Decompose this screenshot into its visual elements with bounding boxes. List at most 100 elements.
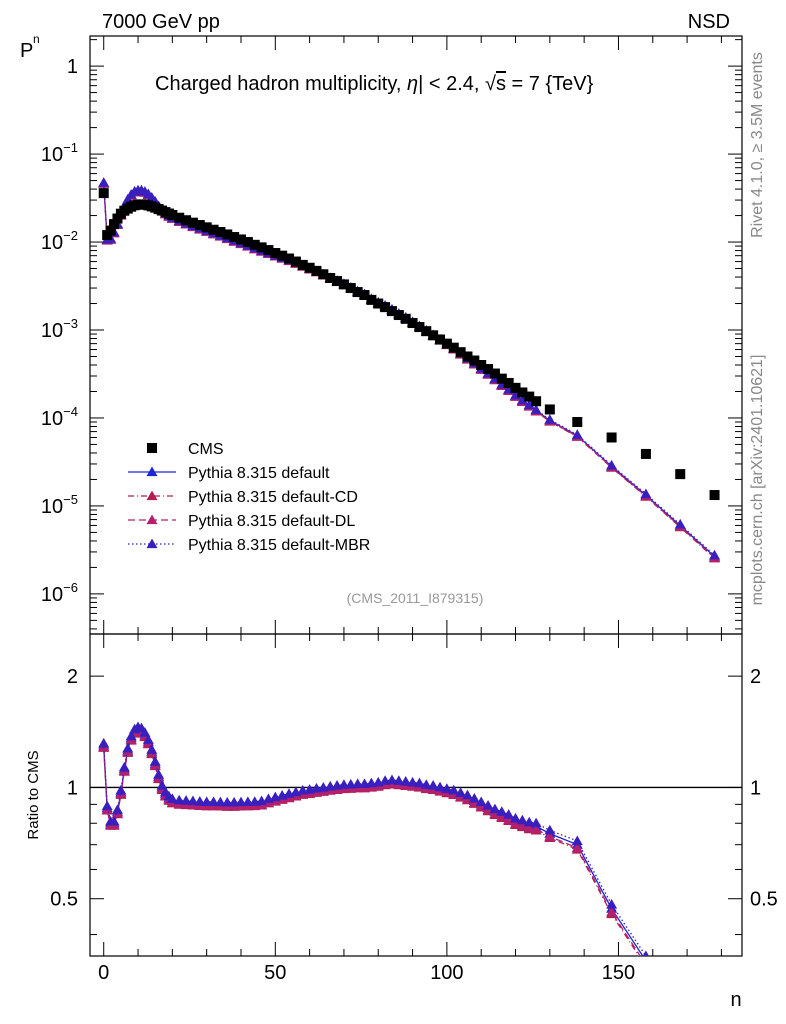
mc-point-ratio — [98, 737, 110, 748]
mc-point-ratio — [516, 814, 528, 825]
legend-label: CMS — [188, 441, 224, 458]
main-y-axis: 1 10−1 10−2 10−3 10−4 10−5 10−6 — [41, 39, 742, 630]
main-y-tick-label: 10−4 — [41, 404, 78, 430]
mc-point-ratio — [156, 780, 168, 790]
mc-point-ratio — [544, 824, 556, 835]
x-tick-label: 150 — [602, 962, 635, 984]
mc-point-ratio — [400, 776, 412, 786]
mc-point-ratio — [523, 816, 535, 827]
cms-point — [421, 326, 432, 337]
mc-point-ratio — [675, 1005, 686, 1015]
title-eta-range: | < 2.4, — [418, 73, 485, 95]
header-left-label: 7000 GeV pp — [102, 11, 220, 33]
analysis-id: (CMS_2011_I879315) — [347, 590, 484, 606]
plot-title: Charged hadron multiplicity, η| < 2.4, √… — [155, 73, 594, 95]
cms-point — [194, 220, 205, 231]
mc-point-ratio — [461, 789, 473, 800]
cms-point — [640, 448, 651, 459]
cms-point — [201, 222, 212, 233]
cms-point — [359, 290, 370, 301]
cms-point — [448, 342, 459, 353]
mc-point-ratio — [208, 796, 220, 807]
mc-point-ratio — [146, 744, 158, 754]
cms-point — [325, 273, 336, 284]
cms-point — [510, 382, 521, 393]
ratio-y-tick-label-right: 2 — [750, 666, 761, 688]
mc-point-main — [674, 518, 686, 529]
mc-point-ratio — [180, 795, 192, 805]
main-y-tick-label: 10−3 — [41, 316, 78, 342]
ratio-x-axis: 0 50 100 150 — [98, 634, 722, 984]
header-right-label: NSD — [688, 11, 730, 33]
cms-point — [572, 416, 583, 427]
legend-label: Pythia 8.315 default-CD — [188, 489, 358, 506]
cms-point — [105, 225, 116, 236]
mc-point-ratio — [448, 784, 460, 795]
cms-point — [215, 227, 226, 238]
title-s: s — [496, 73, 506, 95]
title-prefix: Charged hadron multiplicity, — [155, 73, 407, 95]
cms-point — [229, 232, 240, 243]
cms-point — [270, 248, 281, 259]
cms-point — [304, 262, 315, 273]
cms-point — [311, 265, 322, 276]
main-ylabel-text: P — [20, 40, 33, 62]
legend-marker — [146, 466, 158, 477]
x-tick-label: 100 — [430, 962, 463, 984]
cms-point — [517, 387, 528, 398]
mc-point-main — [571, 429, 583, 439]
title-sqrt: √ — [485, 73, 496, 95]
mc-point-ratio — [455, 787, 467, 797]
mc-point-ratio — [482, 799, 494, 810]
mc-point-ratio — [125, 730, 137, 741]
cms-point — [469, 355, 480, 366]
mc-point-ratio — [475, 796, 487, 807]
cms-point — [174, 212, 185, 223]
cms-point — [428, 330, 439, 341]
cms-point — [435, 334, 446, 345]
cms-point — [531, 396, 542, 407]
mc-point-ratio — [149, 756, 161, 766]
mc-point-ratio — [642, 950, 650, 956]
mc-point-ratio — [427, 780, 439, 790]
cms-point — [249, 239, 260, 250]
mc-point-ratio — [571, 835, 583, 846]
cms-point — [242, 237, 253, 248]
cms-point — [544, 404, 555, 415]
cms-point — [222, 229, 233, 240]
cms-point — [235, 234, 246, 245]
cms-point — [496, 373, 507, 384]
main-y-tick-label: 1 — [67, 56, 78, 78]
mc-point-ratio — [503, 809, 515, 819]
cms-point — [277, 250, 288, 261]
cms-point — [380, 302, 391, 313]
mc-point-ratio — [606, 906, 618, 917]
mc-point-ratio — [441, 783, 453, 793]
mc-point-ratio — [386, 774, 398, 785]
mc-point-ratio — [606, 898, 618, 909]
mc-point-main — [709, 549, 721, 560]
main-ylabel-subscript: n — [33, 32, 40, 46]
mc-point-main — [640, 488, 652, 499]
cms-point — [109, 219, 120, 230]
mcplots-label: mcplots.cern.ch [arXiv:2401.10621] — [749, 355, 766, 606]
mc-point-ratio — [407, 776, 419, 787]
mc-point-ratio — [214, 796, 226, 807]
main-series — [98, 177, 721, 563]
legend-label: Pythia 8.315 default-DL — [188, 513, 355, 530]
title-eta: η — [407, 73, 418, 95]
legend-marker — [147, 443, 157, 453]
cms-point — [352, 287, 363, 298]
mc-point-ratio — [530, 823, 542, 834]
mc-point-main — [544, 414, 556, 424]
mc-point-main — [523, 399, 535, 409]
ratio-y-tick-label: 2 — [67, 666, 78, 688]
mc-point-ratio — [516, 820, 528, 830]
ratio-y-tick-label: 0.5 — [50, 889, 78, 911]
cms-point — [414, 322, 425, 333]
ratio-y-tick-label-right: 0.5 — [750, 889, 778, 911]
ratio-ylabel: Ratio to CMS — [25, 750, 42, 839]
cms-point — [455, 347, 466, 358]
cms-point — [263, 245, 274, 256]
